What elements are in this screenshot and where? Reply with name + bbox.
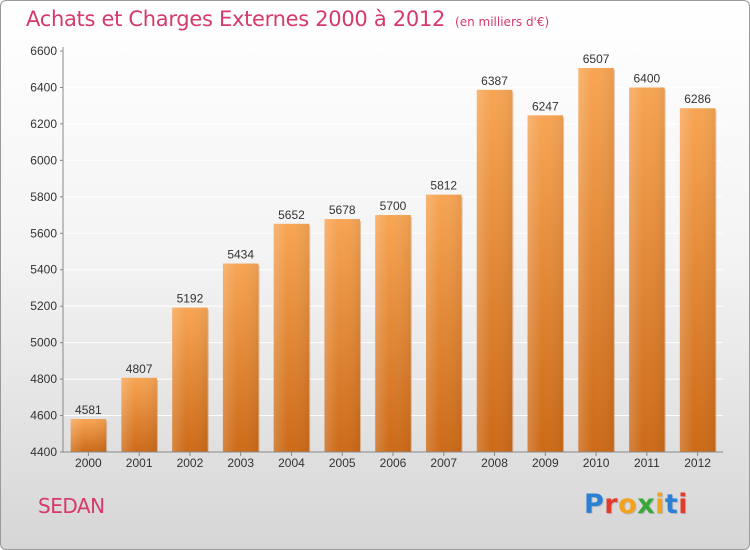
chart-unit-note: (en milliers d'€) bbox=[455, 15, 550, 29]
proxiti-logo: Proxiti bbox=[584, 489, 688, 520]
y-tick-label: 6000 bbox=[30, 153, 57, 167]
y-tick-label: 6200 bbox=[30, 117, 57, 131]
chart-title: Achats et Charges Externes 2000 à 2012 (e… bbox=[26, 7, 549, 31]
bar-shine-2008 bbox=[476, 89, 513, 452]
chart-title-text: Achats et Charges Externes 2000 à 2012 bbox=[26, 7, 446, 31]
y-tick-label: 6600 bbox=[30, 44, 57, 58]
data-label: 5678 bbox=[329, 203, 356, 217]
x-tick-label: 2003 bbox=[227, 456, 254, 470]
data-label: 5700 bbox=[380, 199, 407, 213]
y-tick-label: 5200 bbox=[30, 299, 57, 313]
bar-shine-2007 bbox=[426, 194, 462, 452]
y-tick-label: 5000 bbox=[30, 336, 57, 350]
logo-letter: t bbox=[664, 489, 679, 520]
y-tick-label: 5800 bbox=[30, 190, 57, 204]
y-tick-label: 5400 bbox=[30, 263, 57, 277]
data-label: 5434 bbox=[227, 248, 254, 262]
bar-shine-2006 bbox=[375, 215, 411, 452]
logo-letter: P bbox=[584, 489, 605, 520]
x-tick-label: 2001 bbox=[126, 456, 153, 470]
x-tick-label: 2004 bbox=[278, 456, 305, 470]
data-label: 5652 bbox=[278, 208, 305, 222]
x-tick-label: 2002 bbox=[177, 456, 204, 470]
x-tick-label: 2008 bbox=[481, 456, 508, 470]
data-label: 5192 bbox=[177, 292, 204, 306]
x-tick-label: 2011 bbox=[634, 456, 660, 470]
data-label: 6507 bbox=[583, 52, 610, 66]
x-tick-label: 2010 bbox=[583, 456, 610, 470]
data-label: 5812 bbox=[430, 179, 457, 193]
bar-shine-2004 bbox=[273, 223, 310, 452]
data-label: 4581 bbox=[75, 403, 102, 417]
bar-shine-2009 bbox=[527, 115, 564, 452]
logo-letter: o bbox=[618, 489, 638, 520]
data-label: 6247 bbox=[532, 99, 559, 113]
data-label: 6387 bbox=[481, 74, 508, 88]
x-tick-label: 2009 bbox=[532, 456, 559, 470]
y-tick-label: 5600 bbox=[30, 226, 57, 240]
logo-letter: i bbox=[678, 489, 689, 520]
data-label: 6400 bbox=[633, 71, 660, 85]
location-name: SEDAN bbox=[38, 494, 105, 518]
data-label: 6286 bbox=[684, 92, 711, 106]
x-tick-label: 2007 bbox=[430, 456, 457, 470]
logo-letter: r bbox=[604, 489, 619, 520]
bar-shine-2002 bbox=[172, 307, 208, 452]
logo-letter: x bbox=[637, 489, 656, 520]
x-tick-label: 2005 bbox=[329, 456, 356, 470]
bar-shine-2000 bbox=[70, 419, 107, 452]
y-tick-label: 4800 bbox=[30, 372, 57, 386]
data-label: 4807 bbox=[126, 362, 153, 376]
bar-shine-2012 bbox=[679, 108, 716, 452]
x-tick-label: 2006 bbox=[380, 456, 407, 470]
bar-shine-2003 bbox=[222, 263, 259, 452]
bar-shine-2011 bbox=[629, 87, 665, 453]
y-tick-label: 4400 bbox=[30, 445, 57, 459]
x-tick-label: 2000 bbox=[75, 456, 102, 470]
y-tick-label: 4600 bbox=[30, 409, 57, 423]
bar-shine-2010 bbox=[578, 67, 614, 453]
bar-shine-2005 bbox=[324, 219, 360, 452]
logo-letter: i bbox=[655, 489, 665, 520]
x-tick-label: 2012 bbox=[684, 456, 711, 470]
y-tick-label: 6400 bbox=[30, 80, 57, 94]
bar-shine-2001 bbox=[121, 377, 157, 452]
